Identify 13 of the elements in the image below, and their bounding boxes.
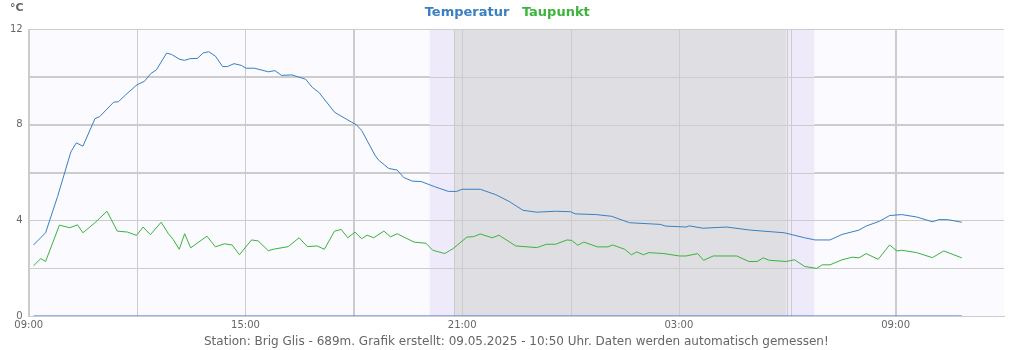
x-tick-label: 09:00 bbox=[881, 318, 911, 330]
y-tick-label: 8 bbox=[16, 118, 23, 130]
y-tick-label: 4 bbox=[16, 213, 23, 225]
text: Station: Brig Glis - 689m. Grafik erstellt: 09.05.2025 - 10:50 Uhr. Daten werden automatisch gemessen! bbox=[204, 334, 829, 349]
x-tick-label: 09:00 bbox=[14, 318, 44, 330]
y-tick-label: 12 bbox=[9, 22, 23, 34]
text: Taupunkt bbox=[521, 3, 590, 19]
y-tick-label: 0 bbox=[16, 309, 23, 321]
x-tick-label: 21:00 bbox=[447, 318, 477, 330]
x-tick-label: 03:00 bbox=[664, 318, 694, 330]
x-tick-label: 15:00 bbox=[231, 318, 260, 330]
text: Temperatur bbox=[424, 3, 510, 19]
y-axis-title: °C bbox=[10, 1, 24, 15]
